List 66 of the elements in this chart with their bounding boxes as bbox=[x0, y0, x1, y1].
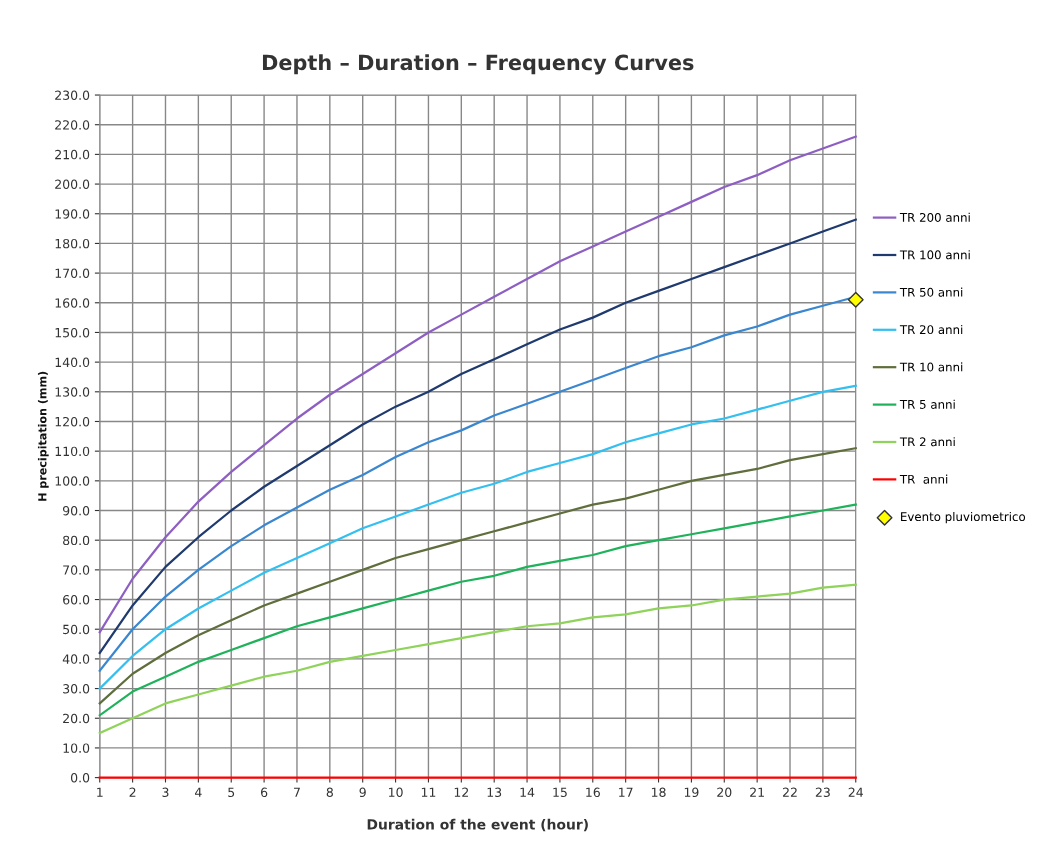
x-tick-label: 21 bbox=[750, 787, 764, 797]
y-tick-label: 0.0 bbox=[70, 773, 90, 783]
legend-label: TR 100 anni bbox=[899, 250, 970, 260]
x-tick-label: 2 bbox=[129, 787, 136, 797]
x-tick-label: 12 bbox=[454, 787, 469, 797]
y-tick-label: 150.0 bbox=[55, 327, 90, 338]
x-tick-label: 16 bbox=[586, 787, 600, 797]
legend-label: TR 2 anni bbox=[899, 437, 955, 447]
x-tick-label: 14 bbox=[520, 787, 535, 797]
line-series bbox=[98, 447, 857, 705]
y-axis-title: H precipitation (mm) bbox=[37, 371, 49, 501]
y-tick-label: 200.0 bbox=[55, 179, 90, 189]
x-tick-label: 8 bbox=[326, 787, 333, 797]
y-tick-label: 210.0 bbox=[55, 149, 90, 160]
x-tick-label: 20 bbox=[717, 787, 732, 797]
chart-title: Depth – Duration – Frequency Curves bbox=[262, 54, 694, 75]
y-tick-label: 220.0 bbox=[55, 120, 90, 130]
x-tick-label: 1 bbox=[97, 787, 103, 797]
x-axis-title: Duration of the event (hour) bbox=[367, 818, 588, 832]
legend-label: TR 50 anni bbox=[899, 287, 963, 297]
x-tick-label: 7 bbox=[294, 787, 300, 797]
x-tick-label: 22 bbox=[782, 787, 797, 797]
x-tick-label: 9 bbox=[359, 787, 366, 797]
y-tick-label: 60.0 bbox=[63, 595, 90, 605]
y-tick-label: 90.0 bbox=[62, 505, 90, 516]
x-tick-label: 23 bbox=[815, 787, 830, 797]
y-tick-label: 190.0 bbox=[55, 209, 90, 219]
line-series bbox=[98, 503, 857, 717]
legend-label: TR 10 anni bbox=[899, 362, 963, 372]
y-tick-label: 100.0 bbox=[55, 476, 90, 486]
y-tick-label: 130.0 bbox=[55, 387, 90, 397]
y-tick-label: 170.0 bbox=[55, 268, 90, 279]
y-tick-label: 10.0 bbox=[63, 743, 90, 753]
y-tick-label: 110.0 bbox=[55, 446, 90, 457]
x-tick-label: 10 bbox=[389, 787, 403, 797]
x-tick-label: 13 bbox=[487, 787, 502, 797]
x-tick-label: 15 bbox=[553, 787, 567, 797]
y-tick-label: 230.0 bbox=[55, 90, 90, 100]
line-series bbox=[98, 583, 857, 735]
x-tick-label: 4 bbox=[194, 787, 202, 797]
line-series bbox=[98, 218, 857, 655]
y-tick-label: 180.0 bbox=[55, 238, 90, 249]
x-tick-label: 5 bbox=[228, 787, 235, 797]
x-tick-label: 24 bbox=[848, 787, 863, 797]
legend-label: Evento pluviometrico bbox=[901, 511, 1026, 524]
x-tick-label: 3 bbox=[162, 787, 169, 797]
legend-label: TR anni bbox=[899, 474, 948, 484]
legend-label: TR 200 anni bbox=[899, 212, 970, 222]
x-tick-label: 19 bbox=[684, 787, 699, 797]
x-tick-label: 11 bbox=[421, 787, 436, 797]
legend-label: TR 5 anni bbox=[899, 399, 955, 409]
y-tick-label: 30.0 bbox=[63, 684, 90, 694]
y-tick-label: 140.0 bbox=[55, 357, 90, 368]
y-tick-label: 70.0 bbox=[63, 565, 90, 575]
y-tick-label: 80.0 bbox=[63, 535, 90, 546]
y-tick-label: 120.0 bbox=[55, 416, 90, 427]
x-tick-label: 18 bbox=[651, 787, 666, 797]
line-series bbox=[98, 384, 857, 690]
x-tick-label: 6 bbox=[260, 787, 268, 797]
y-tick-label: 20.0 bbox=[63, 713, 90, 724]
y-tick-label: 50.0 bbox=[63, 624, 90, 635]
legend-label: TR 20 anni bbox=[899, 324, 963, 335]
x-tick-label: 17 bbox=[619, 787, 633, 797]
line-series bbox=[98, 135, 857, 634]
y-tick-label: 160.0 bbox=[55, 298, 90, 308]
y-tick-label: 40.0 bbox=[62, 654, 90, 664]
